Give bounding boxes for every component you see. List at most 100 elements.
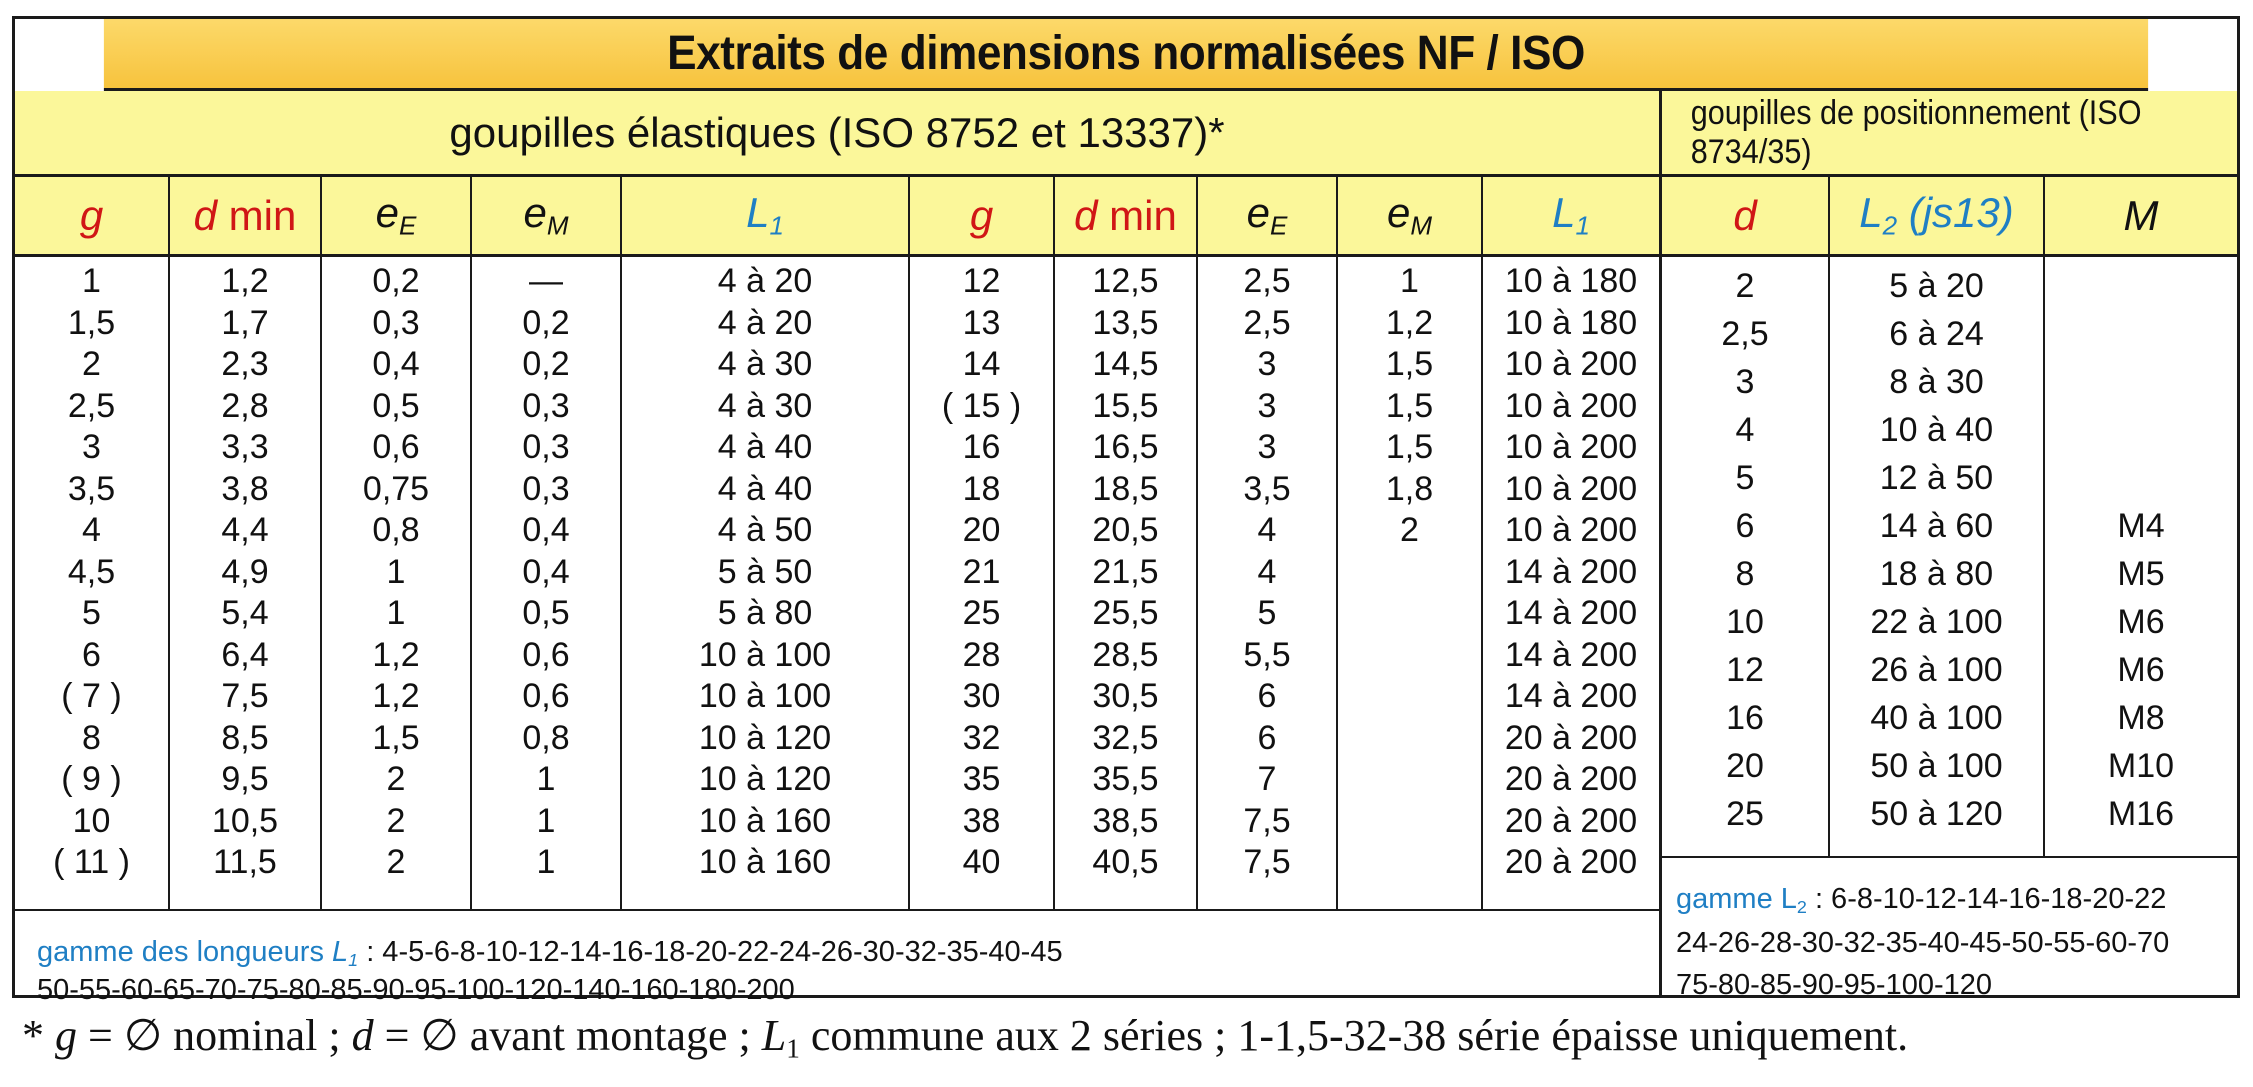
table-cell: 0,5 xyxy=(372,386,420,425)
table-cell: 6,4 xyxy=(221,635,269,674)
col-eE: 0,2 0,3 0,4 0,5 0,6 0,75 0,8 1 1 1,2 1,2 1,5 2 2 2 xyxy=(322,257,472,909)
header-dmin: d min xyxy=(170,177,322,257)
table-cell: 10 xyxy=(1726,603,1764,641)
table-cell: 20 à 200 xyxy=(1504,843,1638,881)
table-cell: 20 à 200 xyxy=(1504,760,1638,798)
table-cell: M8 xyxy=(2117,699,2165,737)
table-cell: 2,5 xyxy=(1243,262,1291,300)
table-cell: 4 xyxy=(1257,552,1277,591)
table-cell: 3 xyxy=(82,428,101,466)
footnote: * g = ∅ nominal ; d = ∅ avant montage ; … xyxy=(22,1011,1909,1064)
table-cell: ( 9 ) xyxy=(61,760,122,798)
header-g-2: g xyxy=(910,177,1055,257)
table-cell: 9,5 xyxy=(221,760,269,798)
table-cell: 10 à 200 xyxy=(1504,345,1638,383)
table-cell: 10 à 120 xyxy=(698,718,832,757)
table-title: Extraits de dimensions normalisées NF / … xyxy=(103,19,2149,91)
table-cell: 2,5 xyxy=(1721,315,1769,353)
section-positioning-pins: goupilles de positionnement (ISO 8734/35… xyxy=(1662,91,2237,177)
header-L1: L1 xyxy=(622,177,910,257)
table-cell: 4,5 xyxy=(67,552,116,591)
table-cell: 10 à 180 xyxy=(1504,303,1638,342)
table-cell: 4 xyxy=(1735,411,1755,449)
table-cell: 10,5 xyxy=(211,801,279,840)
table-cell: 2,5 xyxy=(1243,303,1291,342)
table-cell: 0,75 xyxy=(362,469,430,508)
table-cell: 4 à 20 xyxy=(717,262,813,300)
table-cell xyxy=(2045,410,2237,451)
table-cell: 26 à 100 xyxy=(1870,651,2003,689)
table-cell: 5 à 20 xyxy=(1889,267,1984,305)
table-cell: 1 xyxy=(386,552,406,591)
table-cell: 4 à 20 xyxy=(717,303,813,342)
table-cell: 2,3 xyxy=(221,345,269,383)
table-cell: 0,4 xyxy=(372,345,420,383)
table-cell: — xyxy=(529,262,563,300)
table-cell: 7 xyxy=(1257,760,1277,798)
table-cell: 32 xyxy=(962,718,1001,757)
table-cell: 38 xyxy=(962,801,1001,840)
table-cell: 32,5 xyxy=(1092,718,1159,757)
table-cell: 16 xyxy=(962,428,1001,466)
table-cell: 12 xyxy=(962,262,1001,300)
table-cell: 6 xyxy=(1257,677,1277,715)
table-cell: 8 xyxy=(1735,555,1755,593)
table-cell: 10 xyxy=(72,801,111,840)
table-cell: ( 11 ) xyxy=(53,843,130,881)
section-elastic-pins: goupilles élastiques (ISO 8752 et 13337)… xyxy=(15,91,1662,177)
table-cell: 3,3 xyxy=(221,428,269,466)
table-cell: 4,9 xyxy=(221,552,269,591)
table-cell: 5 à 50 xyxy=(717,552,813,591)
table-cell xyxy=(2045,458,2237,499)
table-cell: 7,5 xyxy=(1243,801,1291,840)
table-cell: 2 xyxy=(386,760,406,798)
table-cell: 3 xyxy=(1735,363,1755,401)
table-cell: ( 15 ) xyxy=(941,386,1022,425)
table-cell: 4,4 xyxy=(221,511,269,549)
table-cell: M6 xyxy=(2117,603,2165,641)
table-cell: 4 à 40 xyxy=(717,428,813,466)
table-cell: 10 à 120 xyxy=(698,760,832,798)
table-cell: 4 à 30 xyxy=(717,386,813,425)
table-cell: 20 à 200 xyxy=(1504,801,1638,840)
table-cell: 6 xyxy=(82,635,101,674)
col-eE-2: 2,5 2,5 3 3 3 3,5 4 4 5 5,5 6 6 7 7,5 7,5 xyxy=(1198,257,1338,909)
table-cell: 40 à 100 xyxy=(1870,699,2003,737)
table-cell: 4 à 50 xyxy=(717,511,813,549)
table-cell: 16 xyxy=(1726,699,1764,737)
table-cell: 0,8 xyxy=(372,511,420,549)
table-cell: 1 xyxy=(536,760,556,798)
table-cell: 2 xyxy=(386,843,406,881)
table-cell: 0,4 xyxy=(522,511,570,549)
table-cell: 1,2 xyxy=(372,677,420,715)
table-cell: 5 xyxy=(82,594,101,632)
table-cell: 1 xyxy=(82,262,101,300)
table-cell: 12 xyxy=(1726,651,1764,689)
col-g-2: 12 13 14( 15 ) 16 18 20 21 25 28 30 32 35 38 40 xyxy=(910,257,1055,909)
gamme-L2-note: gamme L2 : 6-8-10-12-14-16-18-20-22 24-2… xyxy=(1662,856,2237,1001)
table-cell: 21 xyxy=(962,552,1001,591)
table-cell: 1 xyxy=(536,801,556,840)
table-cell: 4 xyxy=(1257,511,1277,549)
header-M: M xyxy=(2045,177,2237,257)
table-cell: 38,5 xyxy=(1092,801,1159,840)
table-cell xyxy=(2045,362,2237,403)
col-d: 2 2,5 3 4 5 6 8 10 12 16 20 25 xyxy=(1662,257,1830,856)
dimensions-table-sheet: Extraits de dimensions normalisées NF / … xyxy=(12,16,2240,1006)
table-cell: 2 xyxy=(1400,511,1419,549)
table-cell: M5 xyxy=(2117,555,2165,593)
table-cell: 14 xyxy=(962,345,1001,383)
table-cell: 5 à 80 xyxy=(717,594,813,632)
table-cell: 16,5 xyxy=(1092,428,1159,466)
table-cell: ( 7 ) xyxy=(61,677,122,715)
table-cell: 3,5 xyxy=(67,469,116,508)
table-cell: 0,3 xyxy=(522,469,570,508)
table-cell: 8,5 xyxy=(221,718,269,757)
table-cell: 7,5 xyxy=(1243,843,1291,881)
table-cell: 1,5 xyxy=(1385,386,1434,425)
table-cell: 1 xyxy=(386,594,406,632)
table-cell: 20,5 xyxy=(1092,511,1159,549)
table-cell: 0,2 xyxy=(372,262,420,300)
table-cell: 30 xyxy=(962,677,1001,715)
table-cell: 4 xyxy=(82,511,101,549)
